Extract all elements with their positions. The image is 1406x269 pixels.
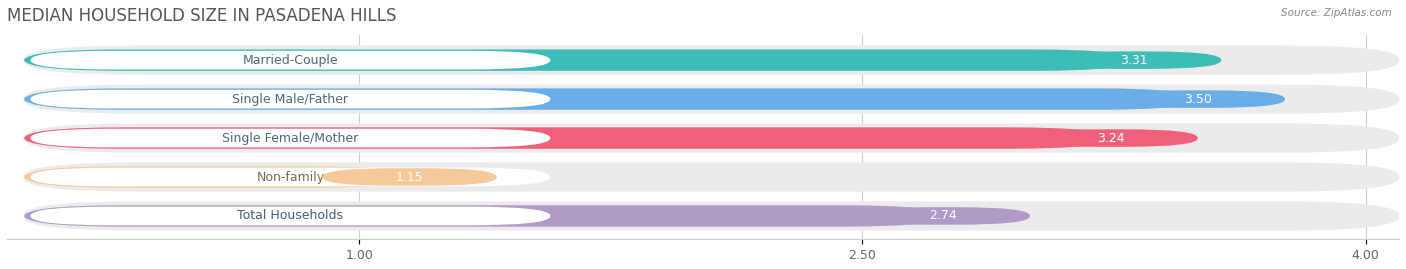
Text: Total Households: Total Households [238, 210, 343, 222]
FancyBboxPatch shape [24, 127, 1111, 149]
Text: Source: ZipAtlas.com: Source: ZipAtlas.com [1281, 8, 1392, 18]
FancyBboxPatch shape [24, 123, 1399, 153]
Text: 2.74: 2.74 [929, 210, 956, 222]
FancyBboxPatch shape [31, 168, 550, 186]
FancyBboxPatch shape [24, 84, 1399, 114]
FancyBboxPatch shape [856, 207, 1031, 225]
FancyBboxPatch shape [1111, 90, 1285, 108]
Text: Married-Couple: Married-Couple [243, 54, 339, 67]
FancyBboxPatch shape [1024, 129, 1198, 147]
FancyBboxPatch shape [1047, 51, 1222, 69]
FancyBboxPatch shape [31, 207, 550, 225]
FancyBboxPatch shape [31, 51, 550, 69]
Text: 3.24: 3.24 [1097, 132, 1125, 144]
Text: Single Female/Mother: Single Female/Mother [222, 132, 359, 144]
FancyBboxPatch shape [24, 201, 1399, 231]
FancyBboxPatch shape [24, 89, 1198, 110]
Text: Single Male/Father: Single Male/Father [232, 93, 349, 106]
Text: 3.31: 3.31 [1121, 54, 1147, 67]
FancyBboxPatch shape [24, 205, 943, 227]
FancyBboxPatch shape [24, 166, 409, 188]
Text: 3.50: 3.50 [1184, 93, 1212, 106]
Text: MEDIAN HOUSEHOLD SIZE IN PASADENA HILLS: MEDIAN HOUSEHOLD SIZE IN PASADENA HILLS [7, 7, 396, 25]
Text: Non-family: Non-family [256, 171, 325, 183]
FancyBboxPatch shape [24, 162, 1399, 192]
FancyBboxPatch shape [322, 168, 496, 186]
FancyBboxPatch shape [24, 49, 1135, 71]
FancyBboxPatch shape [31, 90, 550, 108]
Text: 1.15: 1.15 [395, 171, 423, 183]
FancyBboxPatch shape [24, 45, 1399, 75]
FancyBboxPatch shape [31, 129, 550, 147]
